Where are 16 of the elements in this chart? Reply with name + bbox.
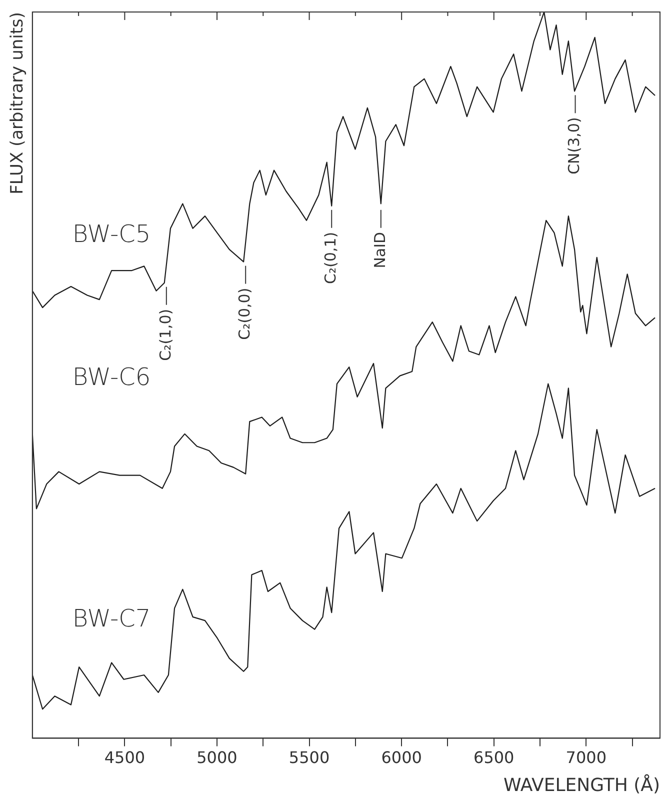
x-tick-label: 7000: [566, 748, 607, 767]
x-tick-label: 5000: [196, 748, 238, 767]
annotation: NaID: [370, 232, 389, 268]
x-tick-label: 6000: [381, 748, 422, 767]
x-tick-label: 5500: [288, 748, 330, 767]
x-tick-label: 6500: [474, 748, 514, 767]
annotation: C₂(0,1): [322, 232, 340, 284]
annotation: C₂(1,0): [156, 308, 174, 361]
annotation: C₂(0,0): [235, 288, 254, 340]
x-axis-title: WAVELENGTH (Å): [504, 774, 660, 796]
annotation: CN(3,0): [565, 117, 584, 174]
y-axis-title: FLUX (arbitrary units): [8, 12, 28, 194]
x-tick-label: 4500: [104, 748, 146, 767]
series-label: BW-C7: [72, 604, 151, 632]
text: BW-C6: [72, 363, 151, 392]
series-label: BW-C5: [72, 220, 151, 248]
